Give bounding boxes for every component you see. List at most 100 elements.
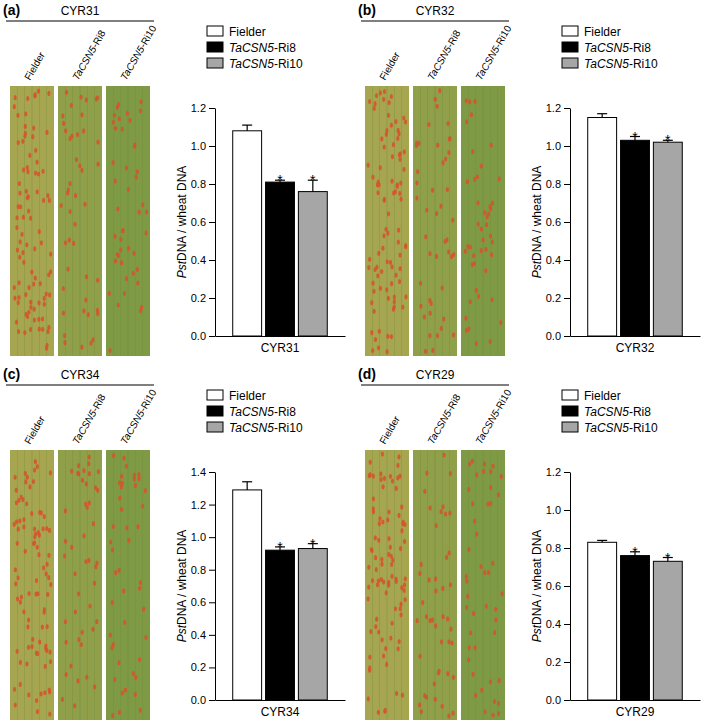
leaf-vein xyxy=(17,86,18,356)
rust-pustule xyxy=(366,596,369,601)
rust-pustule xyxy=(17,300,20,305)
rust-pustule xyxy=(65,672,68,677)
rust-pustule xyxy=(395,486,398,491)
rust-pustule xyxy=(68,238,71,243)
rust-pustule xyxy=(468,461,471,466)
rust-pustule xyxy=(425,470,428,475)
rust-pustule xyxy=(96,278,99,283)
legend-label: TaCSN5-Ri8 xyxy=(584,405,651,419)
rust-pustule xyxy=(18,518,21,523)
rust-pustule xyxy=(484,268,487,273)
rust-pustule xyxy=(396,136,399,141)
rust-pustule xyxy=(483,709,486,714)
y-axis: 0.00.20.40.60.81.01.2 xyxy=(191,102,216,342)
rust-pustule xyxy=(379,90,382,95)
rust-pustule xyxy=(67,187,70,192)
bar xyxy=(266,182,295,336)
image-label: TaCSN5-Ri8 xyxy=(70,392,108,446)
rust-pustule xyxy=(48,528,51,533)
leaf-vein xyxy=(401,86,402,356)
plot-marks xyxy=(233,125,328,336)
y-tick-mark xyxy=(564,700,570,701)
rust-pustule xyxy=(87,312,90,317)
x-tick: CYR34 xyxy=(261,700,300,719)
y-tick-label: 0.6 xyxy=(546,580,561,592)
panel: (b)CYR32FielderTaCSN5-Ri8TaCSN5-Ri10**0.… xyxy=(358,2,701,356)
rust-pustule xyxy=(397,131,400,136)
rust-pustule xyxy=(480,227,483,232)
rust-pustule xyxy=(48,292,51,297)
rust-pustule xyxy=(472,672,475,677)
rust-pustule xyxy=(37,317,40,322)
rust-pustule xyxy=(27,209,30,214)
rust-pustule xyxy=(370,300,373,305)
plot-marks xyxy=(588,540,683,700)
rust-pustule xyxy=(111,600,114,605)
rust-pustule xyxy=(112,524,115,529)
rust-pustule xyxy=(114,570,117,575)
rust-pustule xyxy=(416,169,419,174)
rust-pustule xyxy=(96,308,99,313)
rust-pustule xyxy=(380,557,383,562)
rust-pustule xyxy=(367,163,370,168)
rust-pustule xyxy=(433,681,436,686)
rust-pustule xyxy=(400,528,403,533)
rust-pustule xyxy=(17,140,20,145)
leaf-image xyxy=(461,86,505,356)
rust-pustule xyxy=(92,521,95,526)
legend-label: Fielder xyxy=(584,25,621,39)
y-tick-label: 0.8 xyxy=(546,542,561,554)
plot-marks xyxy=(233,482,328,700)
rust-pustule xyxy=(29,305,32,310)
rust-pustule xyxy=(62,286,65,291)
rust-pustule xyxy=(373,106,376,111)
y-tick: 1.0 xyxy=(546,504,570,516)
rust-pustule xyxy=(367,265,370,270)
rust-pustule xyxy=(45,526,48,531)
y-tick-label: 0.4 xyxy=(191,254,206,266)
rust-pustule xyxy=(375,93,378,98)
y-axis-line xyxy=(570,473,571,701)
rust-pustule xyxy=(489,339,492,344)
rust-pustule xyxy=(393,304,396,309)
rust-pustule xyxy=(48,198,51,203)
rust-pustule xyxy=(369,629,372,634)
x-tick-label: CYR29 xyxy=(616,705,655,719)
y-tick-mark xyxy=(209,570,215,571)
rust-pustule xyxy=(483,210,486,215)
rust-pustule xyxy=(498,678,501,683)
leaf-image xyxy=(58,86,102,356)
rust-pustule xyxy=(110,645,113,650)
y-tick-label: 0.0 xyxy=(191,694,206,706)
rust-pustule xyxy=(377,345,380,350)
rust-pustule xyxy=(398,279,401,284)
rust-pustule xyxy=(85,481,88,486)
title-rule xyxy=(361,21,509,22)
x-tick: CYR31 xyxy=(261,336,300,355)
leaf-vein xyxy=(394,450,395,720)
y-tick: 1.0 xyxy=(191,140,215,152)
y-tick: 0.6 xyxy=(191,216,215,228)
rust-pustule xyxy=(112,160,115,165)
rust-pustule xyxy=(38,229,41,234)
rust-pustule xyxy=(418,571,421,576)
rust-pustule xyxy=(385,287,388,292)
legend-swatch xyxy=(207,422,223,432)
rust-pustule xyxy=(391,621,394,626)
rust-pustule xyxy=(404,244,407,249)
rust-pustule xyxy=(73,703,76,708)
y-axis-line xyxy=(215,473,216,701)
rust-pustule xyxy=(80,642,83,647)
rust-pustule xyxy=(25,501,28,506)
rust-pustule xyxy=(62,121,65,126)
rust-pustule xyxy=(381,484,384,489)
rust-pustule xyxy=(494,617,497,622)
rust-pustule xyxy=(49,582,52,587)
rust-pustule xyxy=(390,179,393,184)
leaf-vein xyxy=(435,86,436,356)
leaf-vein xyxy=(128,86,129,356)
rust-pustule xyxy=(74,193,77,198)
image-label: Fielder xyxy=(377,413,402,446)
rust-pustule xyxy=(404,294,407,299)
rust-pustule xyxy=(34,531,37,536)
